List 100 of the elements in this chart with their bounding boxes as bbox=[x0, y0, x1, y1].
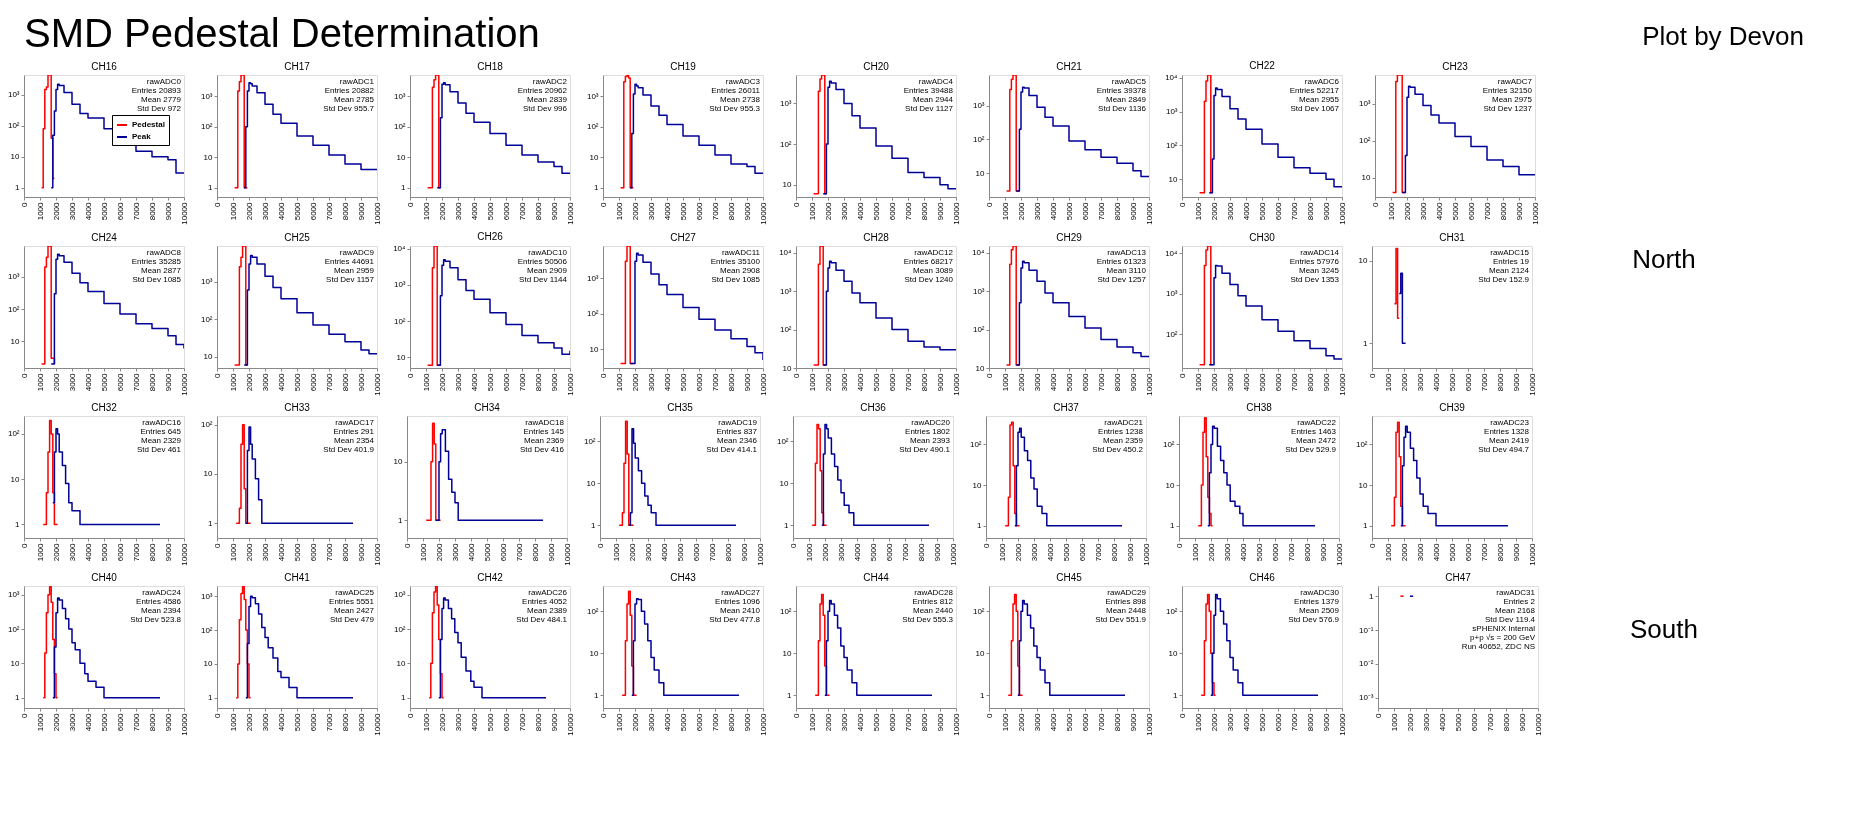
x-tick-label: 8000 bbox=[916, 542, 926, 562]
annotation: Std Dev 1085 bbox=[711, 275, 761, 284]
x-tick-label: 3000 bbox=[1032, 712, 1042, 732]
annotation: rawADC20 bbox=[911, 418, 951, 427]
x-tick-label: 5000 bbox=[482, 542, 492, 562]
y-tick-label: 1 bbox=[1170, 521, 1176, 531]
annotation: Std Dev 576.9 bbox=[1288, 615, 1340, 624]
x-tick-label: 10000 bbox=[1144, 372, 1154, 396]
x-tick-label: 6000 bbox=[1273, 372, 1283, 392]
y-tick-label: 10² bbox=[1165, 606, 1178, 616]
x-tick-label: 6000 bbox=[887, 201, 897, 221]
annotation: Std Dev 119.4 bbox=[1484, 615, 1536, 624]
chart-title: CH25 bbox=[284, 232, 311, 243]
annotation: Std Dev 529.9 bbox=[1285, 445, 1337, 454]
annotation: rawADC28 bbox=[914, 588, 954, 597]
y-tick-label: 10 bbox=[10, 474, 21, 484]
x-tick-label: 8000 bbox=[1498, 201, 1508, 221]
x-tick-label: 3000 bbox=[67, 542, 77, 562]
annotation: rawADC6 bbox=[1304, 77, 1340, 86]
x-tick-label: 8000 bbox=[726, 712, 736, 732]
x-tick-label: 10000 bbox=[565, 712, 575, 736]
x-tick-label: 1000 bbox=[614, 372, 624, 392]
annotation: Mean 2877 bbox=[140, 266, 182, 275]
annotation: Mean 2354 bbox=[333, 436, 375, 445]
annotation: Entries 837 bbox=[716, 427, 758, 436]
x-tick-label: 10000 bbox=[179, 372, 189, 396]
x-tick-label: 8000 bbox=[1109, 542, 1119, 562]
chart-title: CH19 bbox=[670, 61, 697, 72]
chart-title: CH39 bbox=[1439, 402, 1466, 413]
annotation: rawADC10 bbox=[528, 248, 568, 257]
x-tick-label: 2000 bbox=[1402, 201, 1412, 221]
y-tick-label: 10 bbox=[203, 469, 214, 479]
x-tick-label: 7000 bbox=[903, 201, 913, 221]
y-tick-label: 1 bbox=[15, 183, 21, 193]
x-tick-label: 4000 bbox=[1241, 201, 1251, 221]
x-tick-label: 1000 bbox=[611, 542, 621, 562]
x-tick-label: 7000 bbox=[1485, 712, 1495, 732]
y-tick-label: 10 bbox=[203, 659, 214, 669]
y-tick-label: 1 bbox=[398, 515, 404, 525]
y-tick-label: 1 bbox=[1363, 521, 1369, 531]
x-tick-label: 9000 bbox=[549, 372, 559, 392]
x-tick-label: 2000 bbox=[437, 372, 447, 392]
x-tick-label: 1000 bbox=[1000, 201, 1010, 221]
chart-title: CH23 bbox=[1442, 61, 1469, 72]
x-tick-label: 5000 bbox=[1064, 201, 1074, 221]
annotation: Mean 2329 bbox=[140, 436, 182, 445]
x-tick-label: 2000 bbox=[244, 201, 254, 221]
annotation: Std Dev 1257 bbox=[1097, 275, 1147, 284]
x-tick-label: 3000 bbox=[453, 201, 463, 221]
y-tick-label: 10² bbox=[1358, 136, 1371, 146]
text: North bbox=[1632, 244, 1696, 274]
x-tick-label: 2000 bbox=[244, 372, 254, 392]
x-tick-label: 4000 bbox=[1431, 542, 1441, 562]
y-tick-label: 1 bbox=[208, 693, 214, 703]
y-tick-label: 1 bbox=[208, 183, 214, 193]
y-tick-label: 10³ bbox=[586, 91, 599, 101]
y-tick-label: 10³ bbox=[586, 273, 599, 283]
annotation: Entries 50506 bbox=[517, 257, 568, 266]
x-tick-label: 10000 bbox=[1533, 712, 1543, 736]
x-tick-label: 8000 bbox=[340, 542, 350, 562]
x-tick-label: 1000 bbox=[1190, 542, 1200, 562]
x-tick-label: 8000 bbox=[1501, 712, 1511, 732]
annotation: rawADC16 bbox=[142, 418, 182, 427]
x-tick-label: 0 bbox=[595, 542, 605, 548]
annotation: Mean 2346 bbox=[716, 436, 758, 445]
x-tick-label: 8000 bbox=[530, 542, 540, 562]
annotation: Mean 2394 bbox=[140, 606, 182, 615]
x-tick-label: 4000 bbox=[662, 712, 672, 732]
y-tick-label: 1 bbox=[977, 521, 983, 531]
x-tick-label: 3000 bbox=[1029, 542, 1039, 562]
x-tick-label: 8000 bbox=[340, 712, 350, 732]
annotation: rawADC4 bbox=[918, 77, 954, 86]
x-tick-label: 2000 bbox=[1206, 542, 1216, 562]
annotation: rawADC17 bbox=[335, 418, 375, 427]
x-tick-label: 1000 bbox=[807, 201, 817, 221]
annotation: Std Dev 484.1 bbox=[516, 615, 568, 624]
x-tick-label: 7000 bbox=[517, 201, 527, 221]
x-tick-label: 7000 bbox=[1093, 542, 1103, 562]
x-tick-label: 6000 bbox=[694, 372, 704, 392]
y-tick-label: 10³ bbox=[1358, 99, 1371, 109]
annotation: rawADC27 bbox=[721, 588, 761, 597]
annotation: rawADC3 bbox=[725, 77, 761, 86]
y-tick-label: 10³ bbox=[779, 286, 792, 296]
y-tick-label: 10 bbox=[782, 363, 793, 373]
x-tick-label: 8000 bbox=[147, 372, 157, 392]
x-tick-label: 4000 bbox=[662, 201, 672, 221]
x-tick-label: 2000 bbox=[1016, 201, 1026, 221]
x-tick-label: 0 bbox=[19, 712, 29, 718]
y-tick-label: 10 bbox=[782, 648, 793, 658]
x-tick-label: 6000 bbox=[501, 712, 511, 732]
x-tick-label: 3000 bbox=[839, 712, 849, 732]
x-tick-label: 8000 bbox=[1302, 542, 1312, 562]
chart-title: CH27 bbox=[670, 232, 697, 243]
x-tick-label: 4000 bbox=[276, 201, 286, 221]
y-tick-label: 10⁻¹ bbox=[1358, 625, 1374, 635]
x-tick-label: 7000 bbox=[1482, 201, 1492, 221]
annotation: Std Dev 416 bbox=[519, 445, 565, 454]
legend-label: Pedestal bbox=[132, 120, 165, 129]
x-tick-label: 4000 bbox=[855, 712, 865, 732]
annotation: Mean 2509 bbox=[1298, 606, 1340, 615]
